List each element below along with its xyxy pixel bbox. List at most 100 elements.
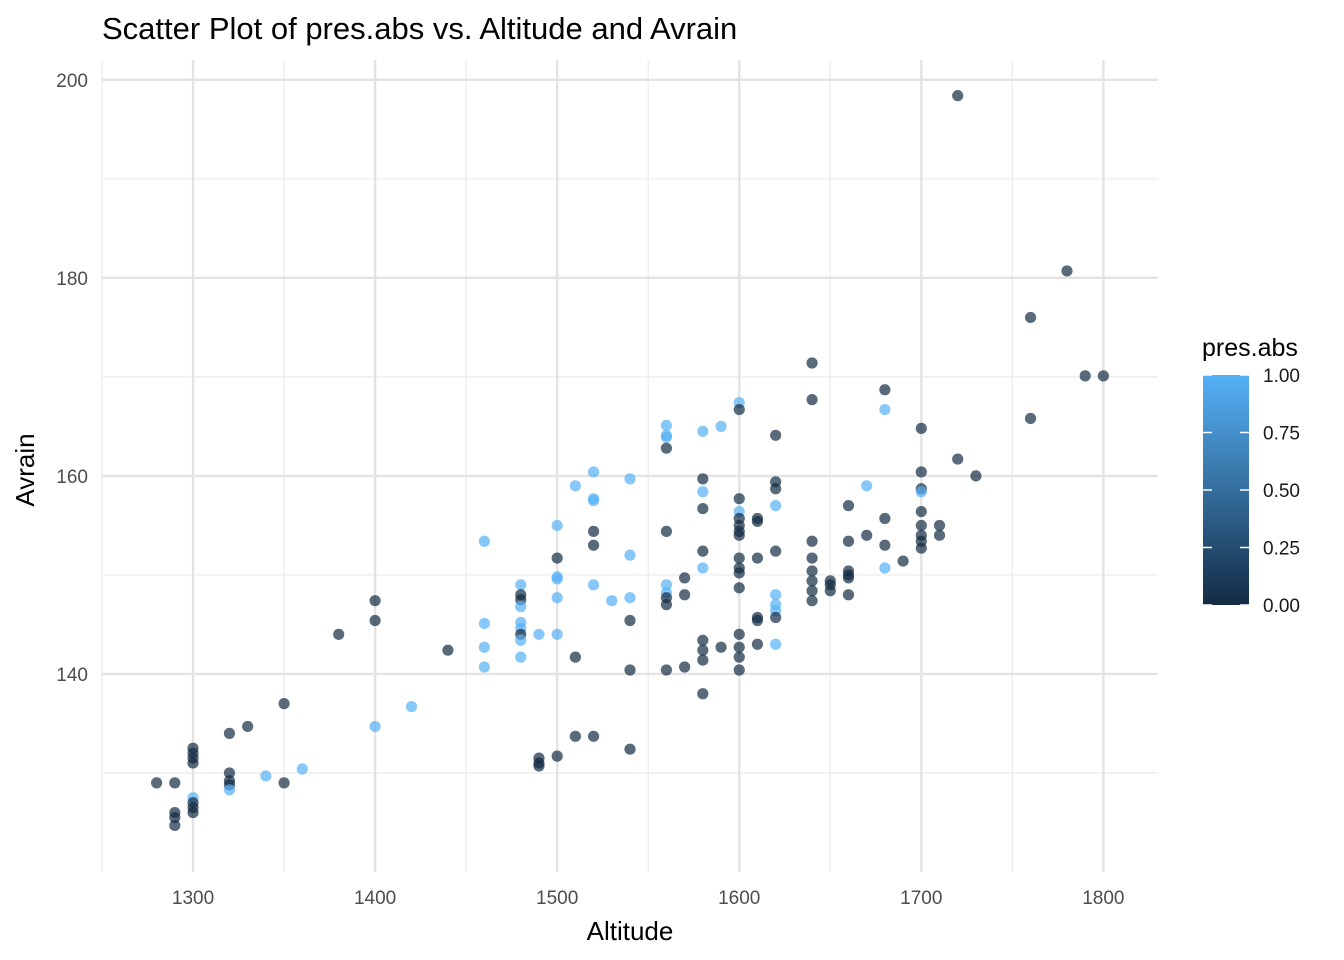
data-point: [606, 595, 618, 607]
data-point: [478, 661, 490, 673]
data-point: [952, 453, 964, 465]
data-point: [660, 664, 673, 676]
data-point: [697, 425, 709, 437]
data-point: [806, 535, 818, 547]
data-point: [551, 592, 563, 604]
data-point: [733, 493, 745, 505]
data-point: [569, 730, 581, 742]
legend-tick-label: 0.75: [1263, 424, 1300, 445]
data-point: [842, 572, 855, 584]
data-point: [624, 549, 636, 561]
data-point: [733, 664, 745, 676]
x-tick-label: 1500: [536, 888, 578, 909]
data-point: [587, 495, 600, 507]
x-axis-ticks: 1300 1400 1500 1600 1700 1800: [172, 888, 1125, 909]
data-point: [551, 573, 563, 585]
data-point: [806, 357, 818, 369]
data-point: [697, 502, 709, 515]
y-tick-label: 140: [56, 665, 88, 686]
data-point: [624, 614, 636, 627]
data-point: [624, 664, 636, 676]
data-point: [879, 512, 891, 525]
data-point: [733, 582, 745, 594]
data-point: [697, 634, 709, 646]
data-point: [842, 589, 855, 601]
data-point: [770, 545, 782, 557]
y-axis-ticks: 140 160 180 200: [56, 71, 88, 686]
data-point: [1024, 311, 1037, 324]
y-tick-label: 200: [56, 71, 88, 92]
legend-tick-label: 0.00: [1263, 596, 1300, 617]
data-point: [897, 555, 909, 567]
data-point: [733, 651, 745, 663]
data-point: [697, 688, 709, 700]
data-point: [369, 614, 381, 627]
legend-tick-label: 0.25: [1263, 539, 1300, 560]
data-point: [551, 552, 563, 564]
data-point: [478, 535, 490, 547]
x-axis-label: Altitude: [587, 916, 674, 946]
legend-tick-label: 1.00: [1263, 366, 1300, 387]
data-point: [715, 420, 727, 432]
data-point: [679, 661, 691, 673]
data-point: [569, 480, 581, 492]
data-point: [442, 644, 454, 656]
data-point: [660, 431, 673, 443]
data-point: [660, 525, 673, 537]
data-point: [478, 617, 490, 630]
data-point: [296, 763, 308, 775]
data-point: [169, 811, 181, 824]
data-point: [223, 727, 236, 739]
y-tick-label: 160: [56, 467, 88, 488]
data-point: [333, 628, 345, 640]
data-point: [278, 698, 290, 710]
data-point: [169, 819, 181, 832]
data-point: [861, 480, 873, 492]
data-point: [551, 519, 563, 532]
legend-ticks: 1.00 0.75 0.50 0.25 0.00: [1203, 366, 1300, 617]
data-point: [1097, 370, 1109, 382]
data-point: [587, 730, 600, 742]
data-point: [751, 614, 764, 627]
data-point: [806, 394, 818, 406]
data-points: [151, 90, 1109, 832]
data-point: [151, 777, 163, 789]
data-point: [879, 384, 891, 396]
data-point: [733, 567, 745, 579]
data-point: [242, 720, 254, 733]
legend-tick-label: 0.50: [1263, 481, 1300, 502]
data-point: [1024, 412, 1037, 425]
data-point: [715, 641, 727, 653]
data-point: [770, 611, 782, 624]
data-point: [369, 720, 381, 733]
x-tick-label: 1800: [1082, 888, 1124, 909]
data-point: [824, 585, 836, 597]
data-point: [697, 545, 709, 557]
data-point: [223, 784, 236, 796]
data-point: [187, 757, 199, 769]
data-point: [515, 634, 527, 646]
data-point: [879, 403, 891, 416]
data-point: [697, 473, 709, 485]
data-point: [879, 562, 891, 574]
data-point: [369, 595, 381, 607]
data-point: [679, 589, 691, 601]
data-point: [751, 638, 764, 650]
x-tick-label: 1600: [718, 888, 760, 909]
data-point: [679, 572, 691, 584]
data-point: [624, 743, 636, 755]
chart-title: Scatter Plot of pres.abs vs. Altitude an…: [102, 11, 737, 46]
data-point: [733, 552, 745, 564]
data-point: [733, 628, 745, 640]
data-point: [1061, 265, 1073, 277]
data-point: [770, 638, 782, 650]
x-tick-label: 1700: [900, 888, 942, 909]
data-point: [751, 552, 764, 564]
data-point: [933, 529, 946, 541]
data-point: [806, 585, 818, 597]
data-point: [915, 466, 927, 478]
data-point: [660, 442, 673, 454]
data-point: [587, 579, 600, 591]
data-point: [169, 777, 181, 789]
